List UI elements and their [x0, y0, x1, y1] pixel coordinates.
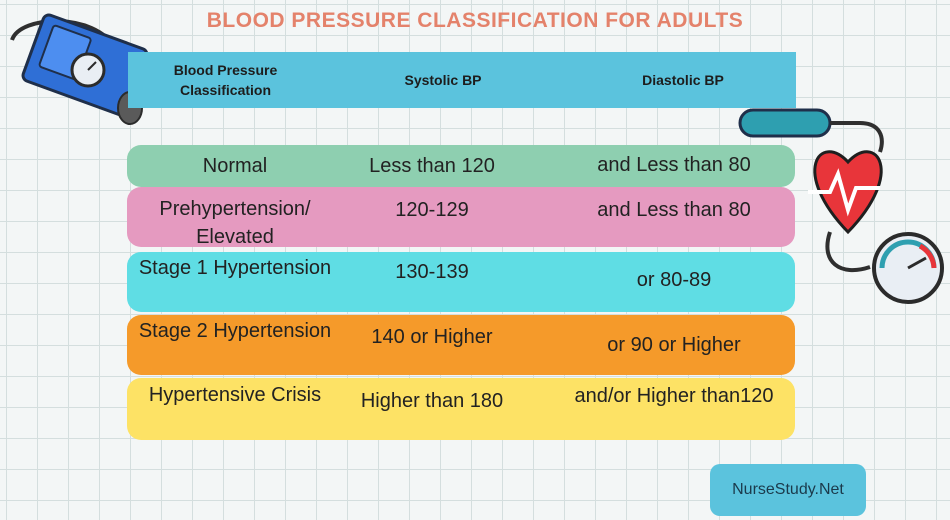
row-classification: Stage 2 Hypertension [138, 320, 332, 342]
row-diastolic: and/or Higher than120 [574, 385, 774, 407]
row-classification: Prehypertension/ Elevated [159, 198, 311, 248]
row-diastolic: or 80-89 [636, 269, 712, 291]
blood-pressure-cuff-icon [10, 13, 149, 125]
row-diastolic: and Less than 80 [597, 154, 751, 176]
row-diastolic: or 90 or Higher [607, 334, 741, 356]
table-row-hypertensive-crisis: Hypertensive Crisis Higher than 180 and/… [127, 378, 795, 440]
row-systolic: 140 or Higher [371, 326, 493, 348]
page-title: BLOOD PRESSURE CLASSIFICATION FOR ADULTS [206, 9, 744, 32]
heart-gauge-icon [738, 108, 944, 304]
row-systolic: 130-139 [395, 261, 469, 283]
table-row-prehypertension: Prehypertension/ Elevated 120-129 and Le… [127, 187, 795, 248]
header-systolic: Systolic BP [404, 72, 482, 88]
row-classification: Normal [202, 155, 268, 177]
table-row-stage-2: Stage 2 Hypertension 140 or Higher or 90… [127, 315, 795, 375]
row-systolic: Higher than 180 [360, 390, 504, 412]
row-classification: Stage 1 Hypertension [138, 257, 332, 279]
header-diastolic: Diastolic BP [642, 72, 724, 88]
header-classification: Blood Pressure Classification [173, 62, 278, 98]
row-systolic: Less than 120 [369, 155, 495, 177]
table-row-stage-1: Stage 1 Hypertension 130-139 or 80-89 [127, 252, 795, 312]
row-diastolic: and Less than 80 [597, 199, 751, 221]
table-header: Blood Pressure Classification Systolic B… [128, 52, 796, 108]
table-row-normal: Normal Less than 120 and Less than 80 [127, 145, 795, 187]
row-classification: Hypertensive Crisis [148, 384, 322, 406]
brand-badge: NurseStudy.Net [710, 464, 866, 516]
row-systolic: 120-129 [395, 199, 469, 221]
